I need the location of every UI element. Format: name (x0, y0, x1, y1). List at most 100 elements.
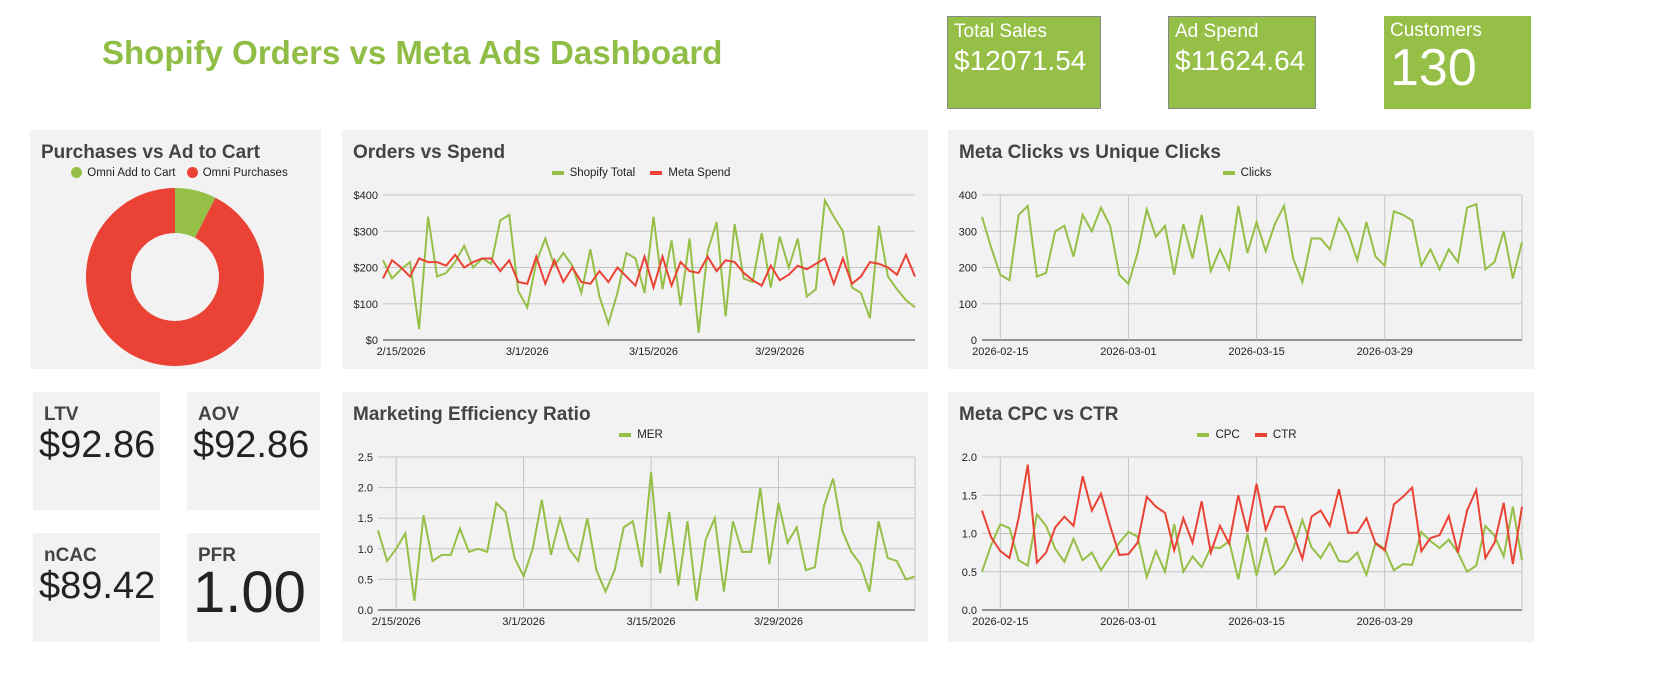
line-chart: $0 $100 $200 $300 $400 2/15/2026 3/1/2026 3/15/… (354, 190, 916, 358)
series-line-ctr (981, 464, 1523, 565)
chart-legend: MER (342, 429, 928, 441)
metric-value: $92.86 (39, 424, 156, 466)
x-tick-label: 2026-03-29 (1357, 616, 1413, 628)
kpi-label: Total Sales (954, 21, 1047, 42)
y-tick-label: 0.0 (962, 605, 977, 617)
kpi-value: $11624.64 (1175, 45, 1306, 76)
legend-label: CTR (1272, 429, 1297, 441)
kpi-label: Customers (1390, 20, 1482, 41)
y-tick-label: 300 (959, 226, 977, 238)
x-tick-label: 2026-03-01 (1100, 346, 1156, 358)
ncac-card: nCAC $89.42 (33, 533, 160, 642)
donut-slice (175, 188, 216, 238)
x-tick-label: 2026-03-15 (1228, 346, 1284, 358)
donut-chart (86, 188, 264, 366)
legend-swatch-icon (1254, 432, 1267, 437)
x-tick-label: 2026-03-15 (1228, 616, 1284, 628)
line-chart: 0.0 0.5 1.0 1.5 2.0 2.5 2/15/2026 3/1/2026 3/15/… (358, 452, 916, 628)
y-tick-label: $0 (366, 335, 378, 347)
y-tick-label: 200 (959, 263, 977, 275)
legend-label: Shopify Total (569, 167, 636, 179)
legend-swatch-icon (1222, 170, 1235, 175)
x-tick-label: 2/15/2026 (372, 616, 421, 628)
x-tick-label: 2026-02-15 (972, 346, 1028, 358)
legend-label: Omni Purchases (202, 167, 288, 179)
series-line-mer (377, 472, 916, 601)
y-tick-label: 1.5 (358, 513, 373, 525)
kpi-customers: Customers 130 (1384, 16, 1531, 109)
page-title: Shopify Orders vs Meta Ads Dashboard (102, 34, 723, 71)
line-chart: 0.0 0.5 1.0 1.5 2.0 2026-02-15 2026-03-01 2026-… (962, 452, 1523, 628)
x-tick-label: 3/29/2026 (755, 346, 804, 358)
y-tick-label: 1.5 (962, 490, 977, 502)
metric-value: 1.00 (193, 560, 306, 625)
series-line-clicks (981, 202, 1523, 286)
metric-label: AOV (198, 404, 240, 425)
series-line-meta-spend (382, 252, 916, 291)
y-tick-label: 0.0 (358, 605, 373, 617)
metric-label: PFR (198, 545, 236, 566)
y-tick-label: 0.5 (358, 574, 373, 586)
kpi-value: 130 (1390, 39, 1477, 97)
chart-legend: Shopify Total Meta Spend (342, 167, 928, 179)
chart-legend: Omni Add to Cart Omni Purchases (30, 167, 321, 179)
kpi-label: Ad Spend (1175, 21, 1259, 42)
x-tick-label: 3/15/2026 (627, 616, 676, 628)
metric-label: LTV (44, 404, 79, 425)
chart-title: Meta Clicks vs Unique Clicks (959, 142, 1221, 163)
kpi-value: $12071.54 (954, 45, 1087, 76)
legend-label: MER (637, 429, 663, 441)
x-tick-label: 3/1/2026 (506, 346, 549, 358)
legend-swatch-icon (551, 170, 564, 175)
y-tick-label: 400 (959, 190, 977, 202)
legend-dot-icon (71, 167, 83, 179)
chart-title: Purchases vs Ad to Cart (41, 142, 260, 163)
metric-value: $89.42 (39, 565, 156, 607)
y-tick-label: 2.0 (358, 483, 373, 495)
legend-swatch-icon (619, 432, 632, 437)
pfr-card: PFR 1.00 (187, 533, 320, 642)
y-tick-label: 1.0 (962, 529, 977, 541)
x-tick-label: 2026-02-15 (972, 616, 1028, 628)
legend-label: CPC (1215, 429, 1240, 441)
chart-title: Orders vs Spend (353, 142, 506, 163)
y-tick-label: $300 (354, 226, 378, 238)
y-tick-label: 2.5 (358, 452, 373, 464)
legend-label: Meta Spend (668, 167, 731, 179)
legend-swatch-icon (650, 170, 663, 175)
x-tick-label: 3/15/2026 (629, 346, 678, 358)
chart-legend: Clicks (948, 167, 1534, 179)
orders-vs-spend-card: Orders vs Spend Shopify Total Meta Spend… (342, 130, 928, 369)
x-tick-label: 3/1/2026 (502, 616, 545, 628)
x-tick-label: 2/15/2026 (377, 346, 426, 358)
kpi-total-sales: Total Sales $12071.54 (947, 16, 1101, 109)
meta-clicks-card: Meta Clicks vs Unique Clicks Clicks 0 100… (948, 130, 1534, 369)
legend-label: Clicks (1240, 167, 1272, 179)
aov-card: AOV $92.86 (187, 392, 320, 510)
kpi-ad-spend: Ad Spend $11624.64 (1168, 16, 1316, 109)
series-line-cpc (981, 506, 1523, 581)
chart-legend: CPC CTR (948, 429, 1534, 441)
ltv-card: LTV $92.86 (33, 392, 160, 510)
legend-dot-icon (186, 167, 198, 179)
metric-value: $92.86 (193, 424, 310, 466)
purchases-vs-add-to-cart-card: Purchases vs Ad to Cart Omni Add to Cart… (30, 130, 321, 369)
legend-swatch-icon (1197, 432, 1210, 437)
y-tick-label: 1.0 (358, 544, 373, 556)
y-tick-label: $400 (354, 190, 378, 202)
x-tick-label: 3/29/2026 (754, 616, 803, 628)
chart-title: Meta CPC vs CTR (959, 404, 1119, 425)
chart-title: Marketing Efficiency Ratio (353, 404, 591, 425)
metric-label: nCAC (44, 545, 97, 566)
cpc-vs-ctr-card: Meta CPC vs CTR CPC CTR 0.0 0.5 1.0 1.5 2.0 2… (948, 392, 1534, 642)
x-tick-label: 2026-03-29 (1357, 346, 1413, 358)
mer-card: Marketing Efficiency Ratio MER 0.0 0.5 1.0… (342, 392, 928, 642)
y-tick-label: $100 (354, 299, 378, 311)
line-chart: 0 100 200 300 400 2026-02-15 2026-03-01 2026-03… (959, 190, 1523, 358)
donut-slice (86, 188, 264, 366)
y-tick-label: $200 (354, 263, 378, 275)
y-tick-label: 0.5 (962, 567, 977, 579)
y-tick-label: 100 (959, 299, 977, 311)
y-tick-label: 2.0 (962, 452, 977, 464)
legend-label: Omni Add to Cart (87, 167, 176, 179)
